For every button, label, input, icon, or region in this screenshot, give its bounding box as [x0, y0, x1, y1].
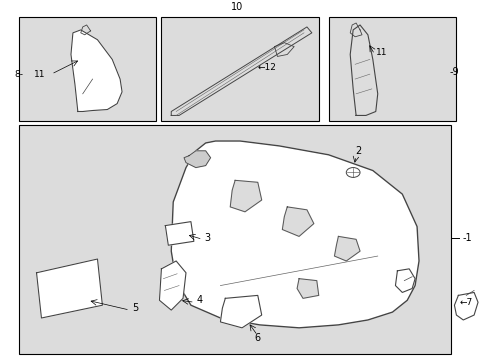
Text: 3: 3 — [204, 233, 210, 243]
Ellipse shape — [346, 167, 359, 177]
Bar — [19, 125, 450, 354]
Text: 2: 2 — [354, 146, 361, 156]
Polygon shape — [183, 151, 210, 167]
Polygon shape — [159, 261, 185, 310]
Polygon shape — [171, 27, 311, 116]
Text: ←7: ←7 — [458, 298, 471, 307]
Polygon shape — [171, 141, 418, 328]
Polygon shape — [453, 292, 477, 320]
Bar — [328, 17, 455, 121]
Polygon shape — [71, 30, 122, 112]
Polygon shape — [230, 180, 261, 212]
Text: 5: 5 — [132, 303, 138, 313]
Polygon shape — [349, 25, 377, 116]
Text: -1: -1 — [461, 233, 471, 243]
Text: 11: 11 — [375, 48, 386, 57]
Polygon shape — [165, 222, 193, 245]
Text: 10: 10 — [230, 2, 243, 12]
Polygon shape — [334, 237, 359, 261]
Polygon shape — [297, 279, 318, 298]
Text: ←12: ←12 — [257, 63, 276, 72]
Text: 4: 4 — [196, 295, 203, 305]
Polygon shape — [37, 259, 102, 318]
Text: -9: -9 — [449, 67, 458, 77]
Bar — [19, 17, 156, 121]
Text: 11: 11 — [34, 69, 45, 78]
Bar — [161, 17, 318, 121]
Text: 6: 6 — [254, 333, 261, 343]
Polygon shape — [220, 296, 261, 328]
Polygon shape — [282, 207, 313, 237]
Text: 8-: 8- — [14, 69, 23, 78]
